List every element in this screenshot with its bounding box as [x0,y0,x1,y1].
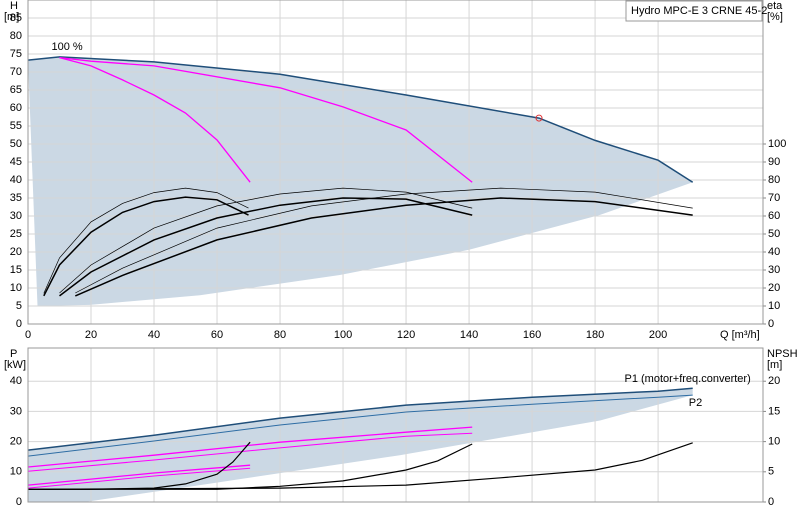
y-tick-label: 75 [10,48,22,60]
operating-area [28,56,693,307]
y2-tick-label: 5 [768,466,774,478]
y-tick-label: 85 [10,12,22,24]
y2-tick-label: 30 [768,264,780,276]
y-tick-label: 70 [10,66,22,78]
y-axis-label: H [10,0,18,12]
x-tick-label: 60 [211,329,223,341]
curve [27,467,251,489]
y-tick-label: 0 [16,318,22,330]
x-tick-label: 80 [274,329,286,341]
y-tick-label: 0 [16,496,22,508]
y-tick-label: 60 [10,102,22,114]
plot-frame [27,0,764,325]
y2-tick-label: 15 [768,405,780,417]
x-axis-label: Q [m³/h] [720,329,760,341]
curve [28,443,473,490]
y2-tick-label: 100 [768,138,786,150]
y2-tick-label: 0 [768,318,774,330]
chart-title: Hydro MPC-E 3 CRNE 45-2 [631,5,767,17]
x-tick-label: 40 [148,329,160,341]
y-axis-label: P [10,348,17,360]
curve [27,394,693,457]
curve-label: 100 % [52,41,83,53]
curve-label: P2 [689,397,702,409]
y-tick-label: 35 [10,192,22,204]
y2-tick-label: 10 [768,436,780,448]
y2-tick-label: 20 [768,282,780,294]
curve [27,56,694,183]
curve [27,426,473,468]
x-tick-label: 0 [25,329,31,341]
y-axis-unit: [m] [4,11,19,23]
curve [27,432,473,472]
curve [43,196,249,297]
plot-frame [27,347,764,503]
y-tick-label: 65 [10,84,22,96]
y-tick-label: 40 [10,375,22,387]
curve [75,197,693,297]
duty-point [535,114,543,122]
y-tick-label: 50 [10,138,22,150]
y2-tick-label: 90 [768,156,780,168]
x-tick-label: 100 [334,329,352,341]
y-axis-unit: [kW] [4,359,26,371]
y2-axis-unit: [m] [767,359,782,371]
y2-tick-label: 20 [768,375,780,387]
y2-tick-label: 40 [768,246,780,258]
y2-tick-label: 70 [768,192,780,204]
y-tick-label: 30 [10,405,22,417]
y2-axis-label: NPSH [767,348,798,360]
x-tick-label: 20 [85,329,97,341]
y2-tick-label: 0 [768,496,774,508]
y-tick-label: 45 [10,156,22,168]
curve [59,197,473,297]
y-tick-label: 10 [10,466,22,478]
curve [59,56,251,183]
title-box [625,0,763,22]
curve [27,464,251,486]
curve [27,387,693,451]
y-tick-label: 20 [10,436,22,448]
x-tick-label: 160 [523,329,541,341]
y2-axis-label: eta [767,0,783,12]
y-tick-label: 20 [10,246,22,258]
y2-tick-label: 80 [768,174,780,186]
curve [75,187,693,294]
curve [43,187,249,294]
y-tick-label: 5 [16,300,22,312]
x-tick-label: 180 [586,329,604,341]
curve [59,187,473,294]
y2-tick-label: 50 [768,228,780,240]
x-tick-label: 120 [397,329,415,341]
x-tick-label: 140 [460,329,478,341]
curve [59,56,473,183]
y-tick-label: 80 [10,30,22,42]
y-tick-label: 40 [10,174,22,186]
y2-axis-unit: [%] [767,11,783,23]
y-tick-label: 30 [10,210,22,222]
curve-label: P1 (motor+freq.converter) [624,373,750,385]
y2-tick-label: 10 [768,300,780,312]
y-tick-label: 10 [10,282,22,294]
y-tick-label: 25 [10,228,22,240]
curve [27,442,693,490]
x-tick-label: 200 [649,329,667,341]
y2-tick-label: 60 [768,210,780,222]
y-tick-label: 15 [10,264,22,276]
y-tick-label: 55 [10,120,22,132]
operating-area [28,388,693,502]
